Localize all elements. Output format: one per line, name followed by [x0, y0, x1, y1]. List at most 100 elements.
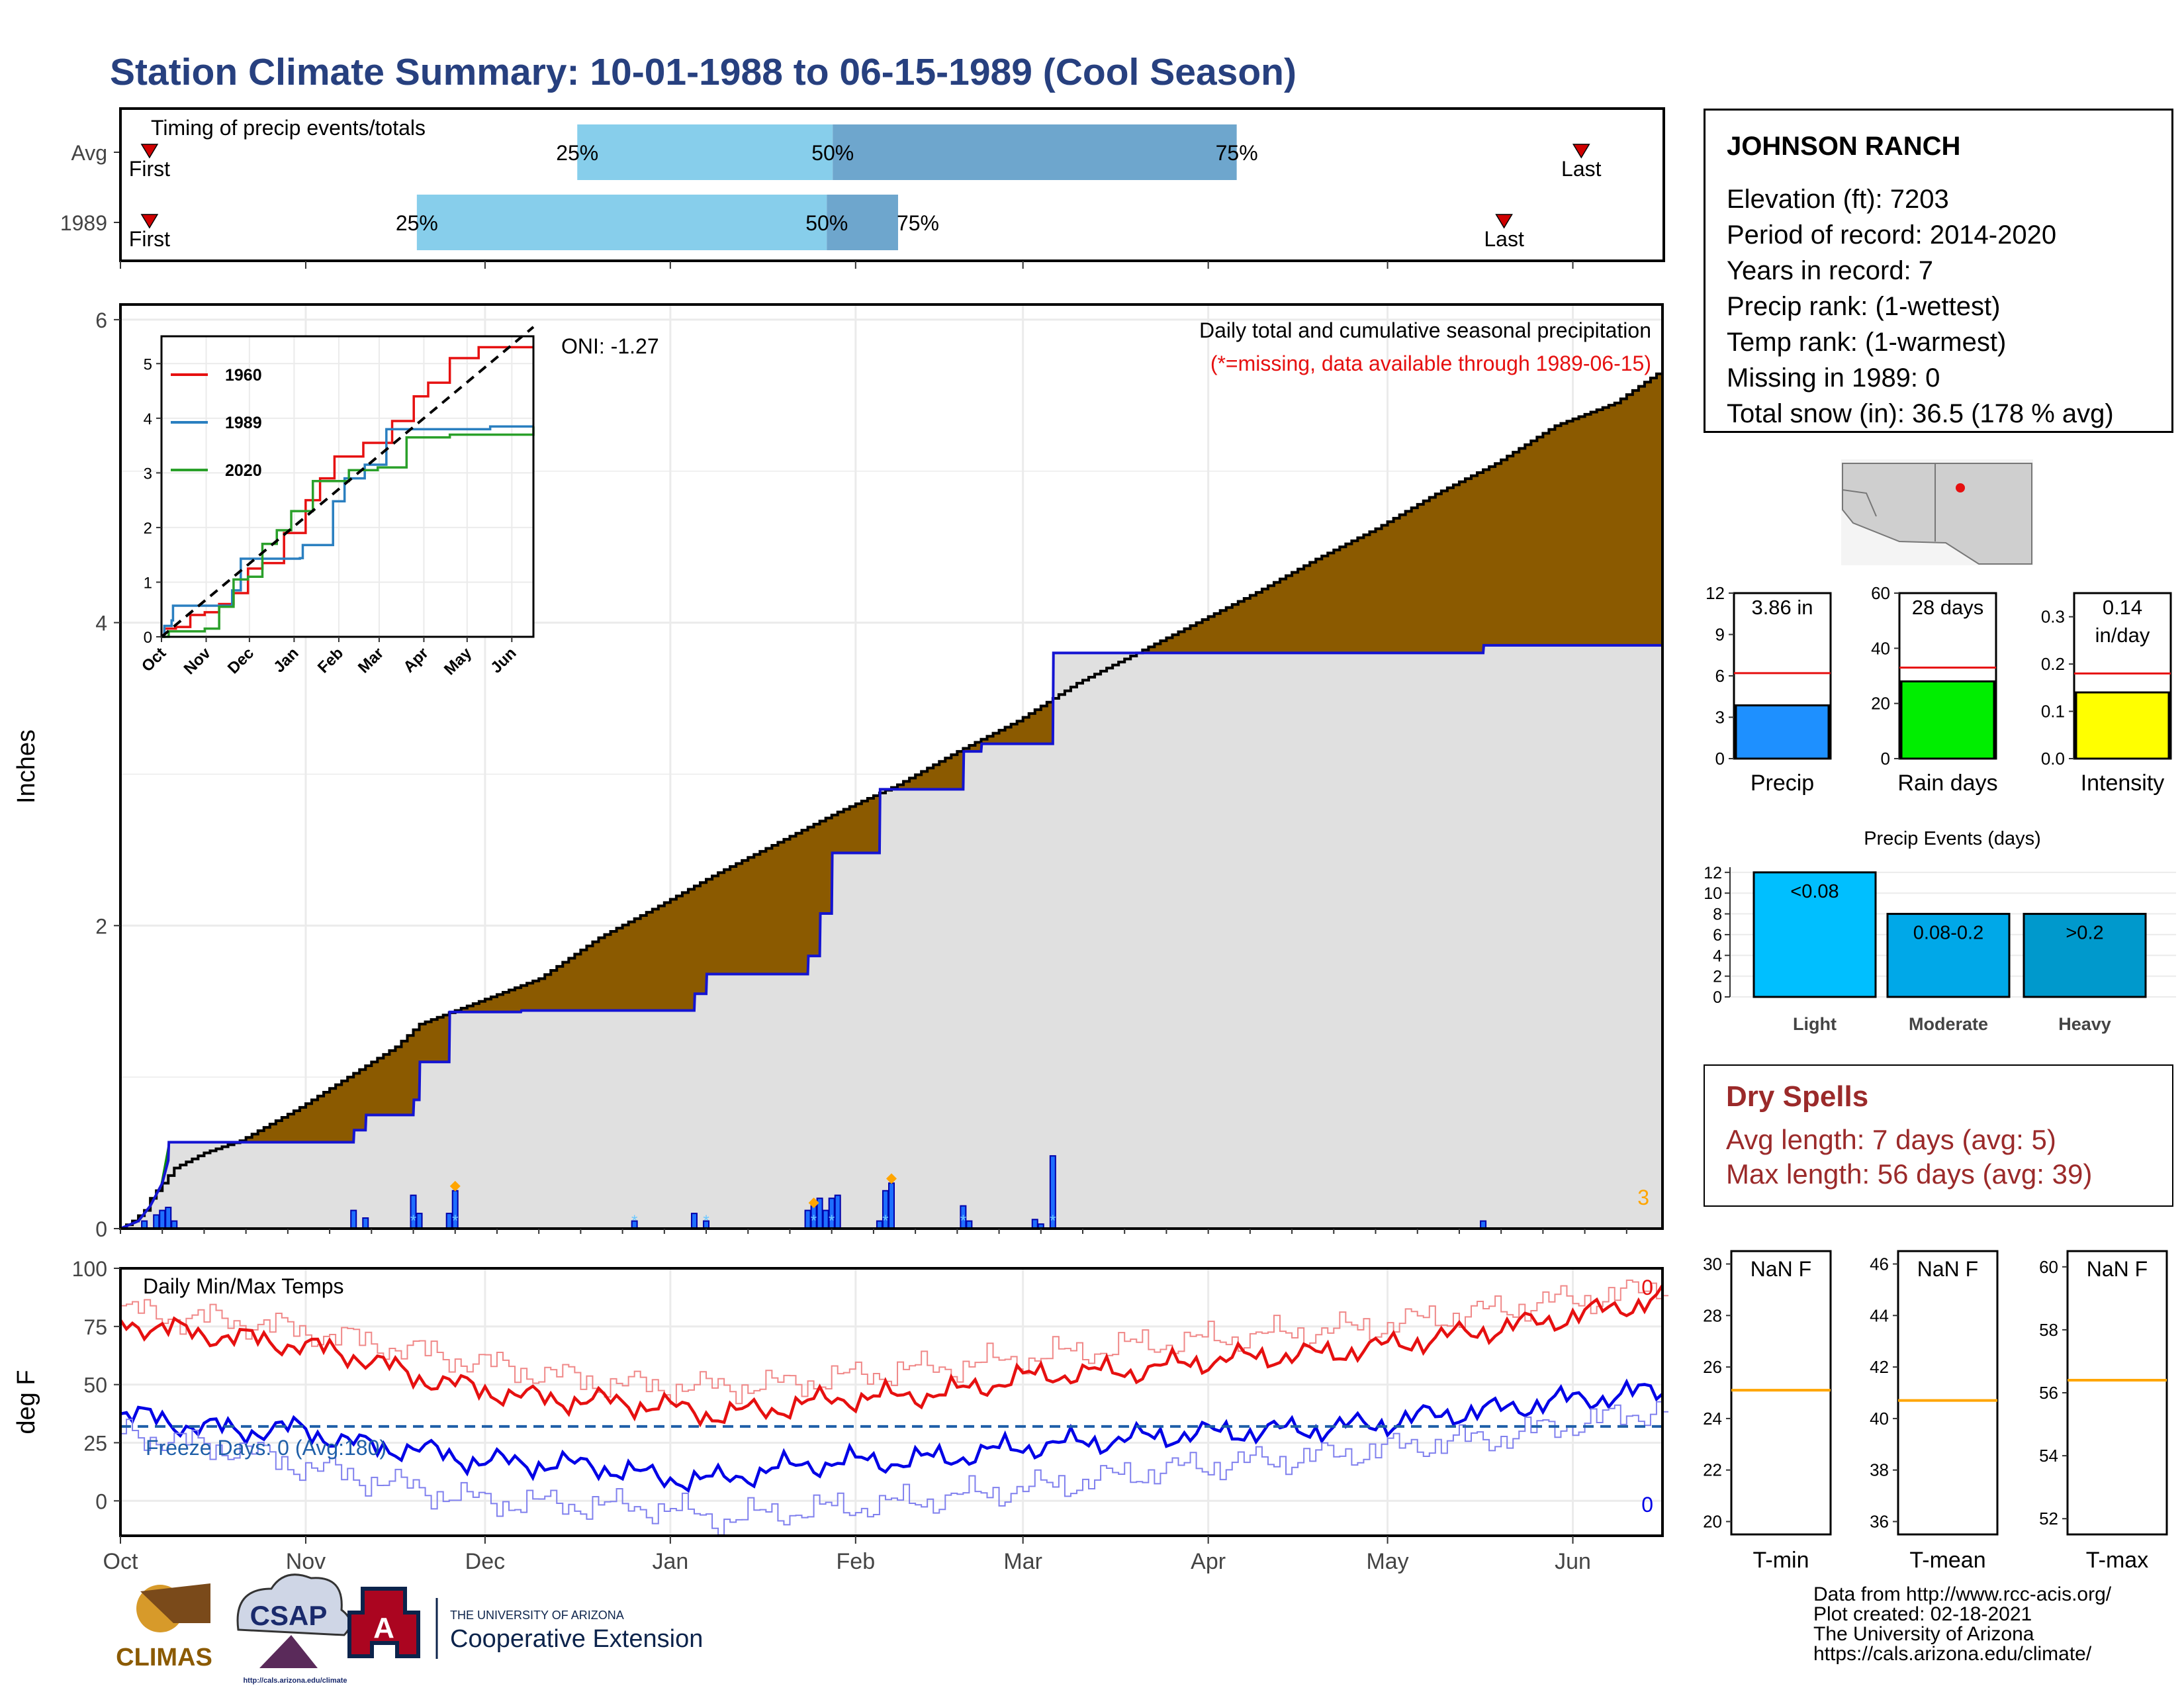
timing-last-label: Last [1484, 227, 1524, 251]
events-y-tick-label: 12 [1704, 864, 1722, 882]
precip-frame [119, 303, 1664, 1230]
mini-bar-tick-label: 12 [1706, 583, 1725, 603]
mini-bar-value: 28 days [1912, 596, 1984, 619]
mini-bar-precip [1735, 704, 1830, 760]
temp-panel-title: Daily Min/Max Temps [143, 1274, 343, 1298]
mini-bar-label: Precip [1751, 771, 1814, 796]
inset-legend-label: 1960 [225, 366, 262, 385]
temp-box-label: T-max [2086, 1548, 2148, 1573]
station-elevation: Elevation (ft): 7203 [1727, 185, 1949, 214]
snow-day-marker: * [882, 1212, 888, 1230]
locator-map [1841, 459, 2033, 565]
inset-y-tick-label: 0 [144, 629, 152, 647]
daily-precip-bar [153, 1214, 160, 1230]
timing-first-label: First [129, 157, 170, 181]
temp-box-tick-label: 56 [2039, 1383, 2058, 1403]
temp-series-avg-max [120, 1280, 1669, 1405]
timing-first-label: First [129, 227, 170, 251]
temp-y-tick-label: 100 [72, 1257, 107, 1281]
temp-box-tick-label: 44 [1870, 1305, 1889, 1325]
month-tick-label: Dec [465, 1549, 505, 1574]
events-bar-heavy [2023, 913, 2147, 998]
station-info-box: JOHNSON RANCH Elevation (ft): 7203 Perio… [1704, 109, 2173, 433]
station-period: Period of record: 2014-2020 [1727, 220, 2057, 250]
mini-bar-value-unit: in/day [2095, 624, 2150, 647]
events-bar-category: Heavy [2058, 1014, 2111, 1034]
station-missing: Missing in 1989: 0 [1727, 363, 1940, 393]
map-state-border [1842, 489, 1877, 517]
inset-y-tick-label: 1 [144, 574, 152, 592]
csap-logo-text: CSAP [250, 1600, 328, 1631]
footer-url: https://cals.arizona.edu/climate/ [1813, 1643, 2092, 1665]
events-bar-light [1752, 871, 1877, 998]
precip-missing-note: (*=missing, data available through 1989-… [1210, 352, 1651, 375]
mini-bar-value: 3.86 in [1751, 596, 1813, 619]
daily-precip-bar [362, 1217, 369, 1230]
daily-precip-bar [822, 1209, 829, 1230]
snow-day-marker: * [452, 1212, 458, 1230]
footer-university: The University of Arizona [1813, 1623, 2034, 1645]
events-y-tick-label: 8 [1713, 906, 1722, 924]
daily-precip-bar [1031, 1219, 1038, 1229]
footer-data-source: Data from http://www.rcc-acis.org/ [1813, 1583, 2112, 1605]
temp-box-frame [2066, 1250, 2168, 1536]
events-y-tick-label: 4 [1713, 947, 1722, 965]
station-name: JOHNSON RANCH [1727, 132, 1961, 161]
temp-box-tick-label: 60 [2039, 1257, 2058, 1277]
inset-y-tick-label: 4 [144, 410, 152, 428]
mini-bar-panels: 0 3 6 9 12 3.86 in Precip 0 20 40 60 28 days Rain da… [1706, 583, 2172, 796]
daily-precip-bar [350, 1209, 357, 1230]
timing-q25-q50-bar [416, 195, 827, 250]
daily-precip-bar [834, 1194, 841, 1230]
precip-y-tick-label: 2 [95, 914, 107, 938]
climas-logo-mark [140, 1583, 210, 1623]
inset-y-tick-label: 3 [144, 465, 152, 483]
temp-box-tick-label: 36 [1870, 1512, 1889, 1532]
temp-box-frame [1730, 1250, 1832, 1536]
precip-deficit-area [120, 369, 1662, 1229]
inset-series-2020 [161, 426, 535, 638]
temp-series-avg-min [120, 1401, 1669, 1536]
max-count-label: 0 [1641, 1276, 1653, 1299]
temp-y-tick-label: 0 [95, 1489, 107, 1513]
timing-first-marker [140, 214, 159, 229]
mini-bar-tick-label: 0.3 [2041, 607, 2065, 627]
events-bar-moderate [1886, 913, 2011, 998]
snow-day-marker: * [1050, 1212, 1056, 1230]
temp-box-tick-label: 46 [1870, 1254, 1889, 1274]
snow-count-label: 3 [1637, 1186, 1649, 1209]
temp-box-tick-label: 40 [1870, 1409, 1889, 1429]
temp-box-tick-label: 58 [2039, 1320, 2058, 1340]
inset-series-1960 [161, 346, 533, 638]
snow-marker [449, 1180, 461, 1192]
snow-day-marker: * [631, 1212, 637, 1230]
temp-box-label: T-mean [1909, 1548, 1985, 1573]
mini-bar-tick-label: 60 [1871, 583, 1890, 603]
inset-series-1989 [161, 425, 533, 638]
precip-y-tick-label: 0 [95, 1217, 107, 1241]
timing-frame [119, 107, 1665, 262]
temp-y-tick-label: 25 [83, 1431, 107, 1455]
events-y-tick-label: 6 [1713, 926, 1722, 945]
month-tick-label: Feb [837, 1549, 876, 1574]
temp-panel: 0 25 50 75 100 deg F Daily Min/Max Temps Freeze… [13, 1257, 1669, 1537]
inset-legend-label: 2020 [225, 461, 262, 480]
mini-bar-tick-label: 20 [1871, 694, 1890, 714]
climas-logo-text: CLIMAS [116, 1644, 212, 1671]
events-y-tick-label: 0 [1713, 988, 1722, 1007]
inset-series-average [160, 326, 535, 638]
month-tick-label: Oct [103, 1549, 138, 1574]
temp-box-panels: 20 22 24 26 28 30 NaN F T-min 36 38 40 42 44 46 NaN F T… [1703, 1250, 2168, 1573]
temp-y-tick-label: 50 [83, 1374, 107, 1397]
events-bar-inner-label: 0.08-0.2 [1913, 923, 1983, 944]
temp-box-tick-label: 42 [1870, 1357, 1889, 1377]
mini-bar-tick-label: 0 [1715, 749, 1725, 769]
precip-1989-line [120, 643, 1662, 1230]
month-tick-label: Nov [286, 1549, 326, 1574]
snow-marker [808, 1197, 819, 1209]
temp-box-tick-label: 54 [2039, 1446, 2058, 1466]
dry-spells-avg: Avg length: 7 days (avg: 5) [1726, 1124, 2056, 1155]
mini-bar-tick-label: 3 [1715, 708, 1725, 727]
logos: CLIMAS CSAP http://cals.arizona.edu/climat… [116, 1573, 703, 1685]
